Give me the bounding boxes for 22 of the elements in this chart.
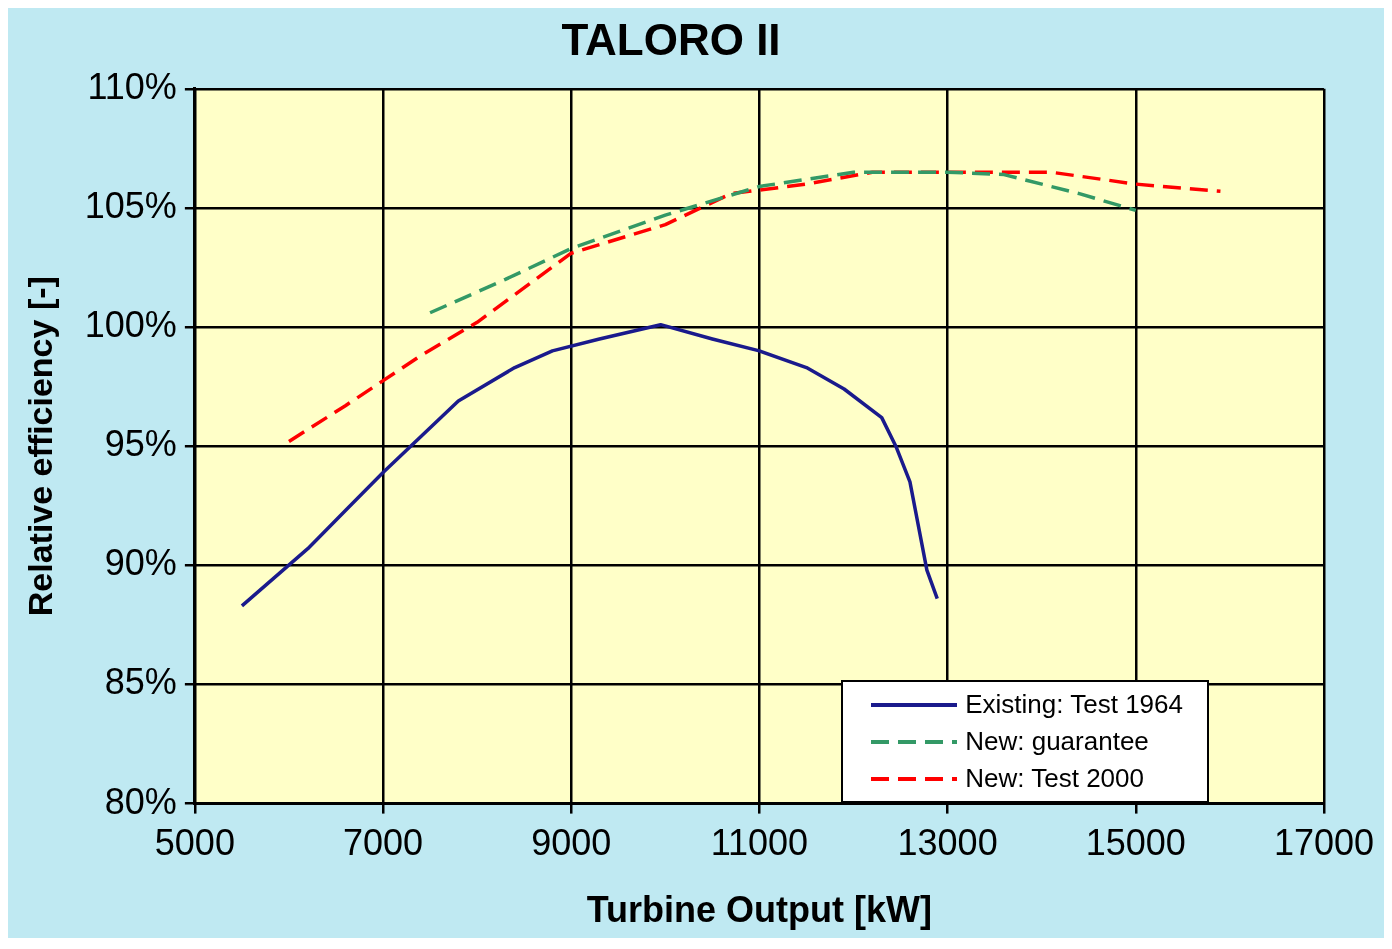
y-tick-label: 95% [104, 423, 177, 465]
x-tick-label: 17000 [1273, 822, 1374, 864]
x-tick-label: 13000 [897, 822, 998, 864]
y-tick-label: 90% [104, 542, 177, 584]
x-tick-label: 5000 [154, 822, 235, 864]
x-tick-label: 15000 [1085, 822, 1186, 864]
y-axis-title: Relative efficiency [-] [20, 276, 59, 617]
y-tick-label: 105% [84, 184, 177, 226]
line-series [287, 170, 1223, 444]
legend-label: New: guarantee [965, 726, 1149, 757]
legend-label: New: Test 2000 [965, 763, 1144, 794]
y-tick-label: 100% [84, 303, 177, 345]
x-axis-title: Turbine Output [kW] [586, 889, 933, 931]
chart-title: TALORO II [561, 14, 781, 64]
x-tick-label: 9000 [531, 822, 612, 864]
x-tick-label: 7000 [343, 822, 424, 864]
y-tick-label: 110% [87, 65, 177, 107]
y-tick-label: 85% [104, 661, 177, 703]
x-tick-label: 11000 [710, 822, 809, 864]
line-series [428, 170, 1138, 315]
legend-label: Existing: Test 1964 [965, 689, 1183, 720]
y-tick-label: 80% [104, 780, 177, 822]
